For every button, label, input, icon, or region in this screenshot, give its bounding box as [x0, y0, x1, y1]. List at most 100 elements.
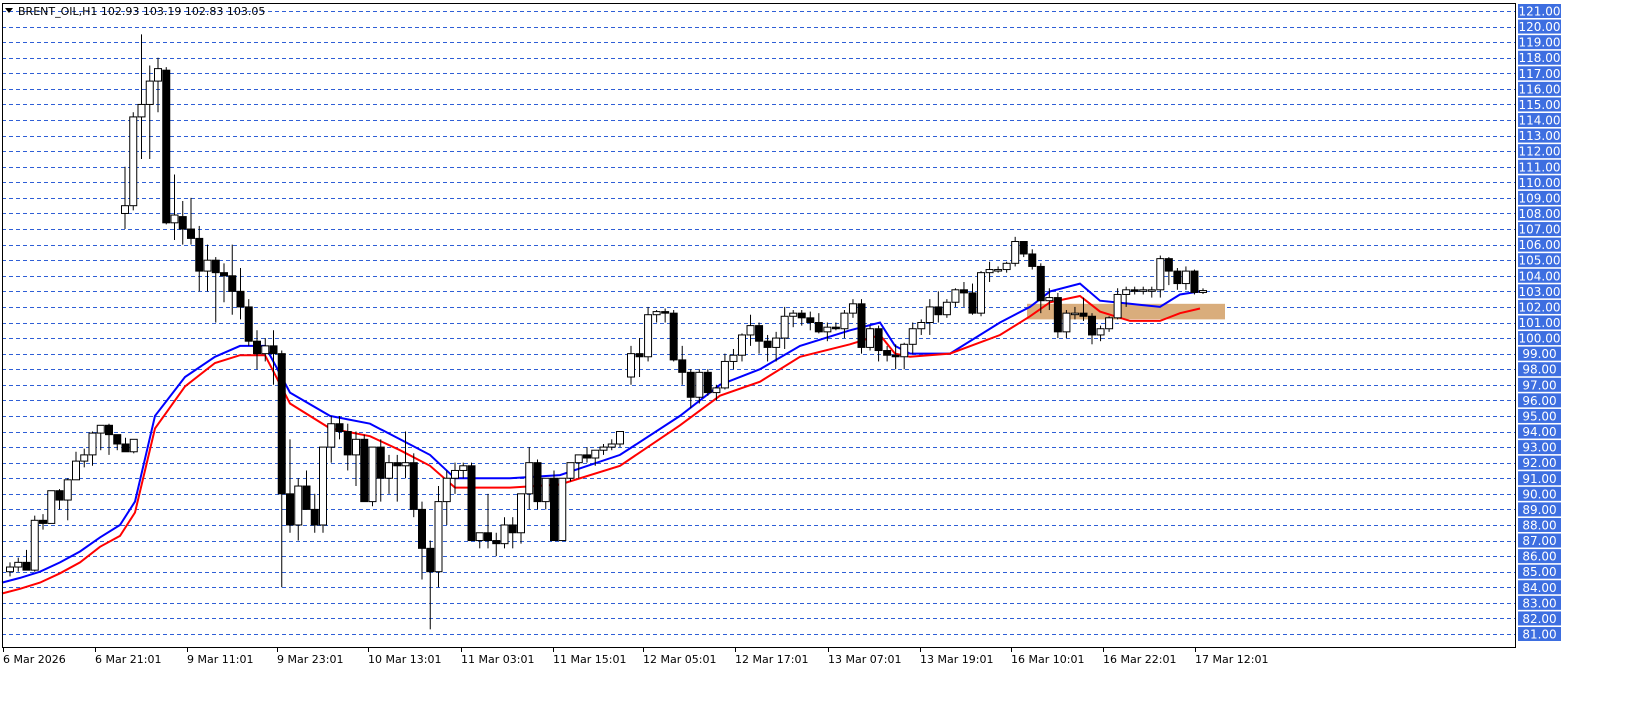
candle: [195, 225, 204, 292]
price-label: 117.00: [1518, 66, 1561, 81]
candle: [500, 517, 509, 549]
candle: [566, 462, 575, 482]
candle: [178, 201, 187, 245]
candle: [1147, 286, 1156, 298]
price-label: 101.00: [1518, 315, 1561, 330]
candle: [286, 439, 294, 533]
candle: [39, 514, 47, 530]
svg-text:86.00: 86.00: [1522, 550, 1556, 564]
candle: [55, 489, 64, 510]
price-label: 104.00: [1518, 268, 1561, 283]
candle: [343, 423, 352, 471]
price-label: 114.00: [1518, 113, 1561, 128]
candle: [508, 517, 517, 549]
candle: [840, 310, 849, 339]
candle: [236, 267, 245, 320]
candle: [14, 557, 23, 572]
candle: [1190, 269, 1199, 295]
time-label: 11 Mar 15:01: [553, 653, 626, 666]
svg-text:97.00: 97.00: [1522, 378, 1556, 392]
candle: [616, 431, 624, 448]
price-label: 87.00: [1518, 533, 1561, 548]
svg-text:89.00: 89.00: [1522, 503, 1556, 517]
candle: [393, 454, 402, 502]
moving-averages: [1, 282, 1201, 595]
candle: [1019, 241, 1028, 258]
triangle-down-icon[interactable]: [5, 8, 13, 13]
price-label: 99.00: [1518, 346, 1561, 361]
candle: [310, 493, 319, 533]
candle: [959, 282, 968, 307]
candle: [1002, 261, 1011, 273]
svg-text:108.00: 108.00: [1519, 207, 1561, 221]
candle: [550, 470, 558, 542]
candle: [1164, 257, 1173, 286]
candle: [934, 291, 943, 323]
candle: [401, 431, 410, 479]
candle: [866, 325, 875, 351]
time-label: 9 Mar 23:01: [277, 653, 343, 666]
time-label: 10 Mar 13:01: [368, 653, 441, 666]
candle: [1096, 325, 1105, 342]
candle: [533, 459, 542, 510]
candle: [574, 454, 583, 479]
candle: [780, 306, 789, 349]
price-label: 119.00: [1518, 35, 1561, 50]
price-label: 116.00: [1518, 81, 1561, 96]
chart-title: BRENT_OIL,H1 102.93 103.19 102.83 103.05: [5, 5, 265, 18]
candle: [746, 314, 755, 346]
time-axis[interactable]: 6 Mar 2026 6 Mar 21:01 9 Mar 11:01 9 Mar 23…: [3, 647, 1268, 666]
time-label: 13 Mar 19:01: [920, 653, 993, 666]
candle: [1062, 310, 1071, 339]
candle: [652, 310, 661, 323]
price-label: 81.00: [1518, 627, 1561, 642]
candle: [1156, 255, 1165, 298]
candle: [1070, 306, 1079, 320]
svg-text:91.00: 91.00: [1522, 472, 1556, 486]
price-label: 93.00: [1518, 440, 1561, 455]
svg-text:119.00: 119.00: [1519, 36, 1561, 50]
price-label: 118.00: [1518, 50, 1561, 65]
candle: [583, 447, 591, 463]
svg-text:112.00: 112.00: [1519, 145, 1561, 159]
candle: [1036, 263, 1045, 314]
svg-text:88.00: 88.00: [1522, 518, 1556, 532]
candle: [484, 493, 492, 549]
price-label: 98.00: [1518, 362, 1561, 377]
svg-text:101.00: 101.00: [1519, 316, 1561, 330]
price-label: 89.00: [1518, 502, 1561, 517]
candle: [451, 462, 459, 494]
candle: [253, 330, 261, 370]
candle: [977, 271, 986, 317]
candle: [352, 431, 360, 487]
price-label: 110.00: [1518, 175, 1561, 190]
svg-text:121.00: 121.00: [1519, 5, 1561, 19]
candle: [635, 338, 644, 378]
candle: [874, 325, 883, 362]
candle: [883, 345, 892, 362]
svg-text:117.00: 117.00: [1519, 67, 1561, 81]
svg-text:95.00: 95.00: [1522, 409, 1556, 423]
price-label: 106.00: [1518, 237, 1561, 252]
ma-line: [1, 294, 1201, 595]
svg-text:106.00: 106.00: [1519, 238, 1561, 252]
price-label: 115.00: [1518, 97, 1561, 112]
symbol-ohlc-title: BRENT_OIL,H1 102.93 103.19 102.83 103.05: [18, 5, 265, 18]
candle: [831, 322, 840, 331]
candle: [368, 446, 377, 507]
candle: [6, 562, 14, 577]
candle: [80, 448, 89, 468]
price-label: 111.00: [1518, 159, 1561, 174]
svg-text:96.00: 96.00: [1522, 394, 1556, 408]
candle: [426, 540, 435, 630]
candle: [63, 478, 72, 521]
svg-text:94.00: 94.00: [1522, 425, 1556, 439]
candle: [607, 439, 616, 451]
candle: [203, 244, 212, 292]
candle: [47, 490, 56, 524]
candle: [1181, 266, 1190, 290]
candle: [627, 345, 635, 385]
